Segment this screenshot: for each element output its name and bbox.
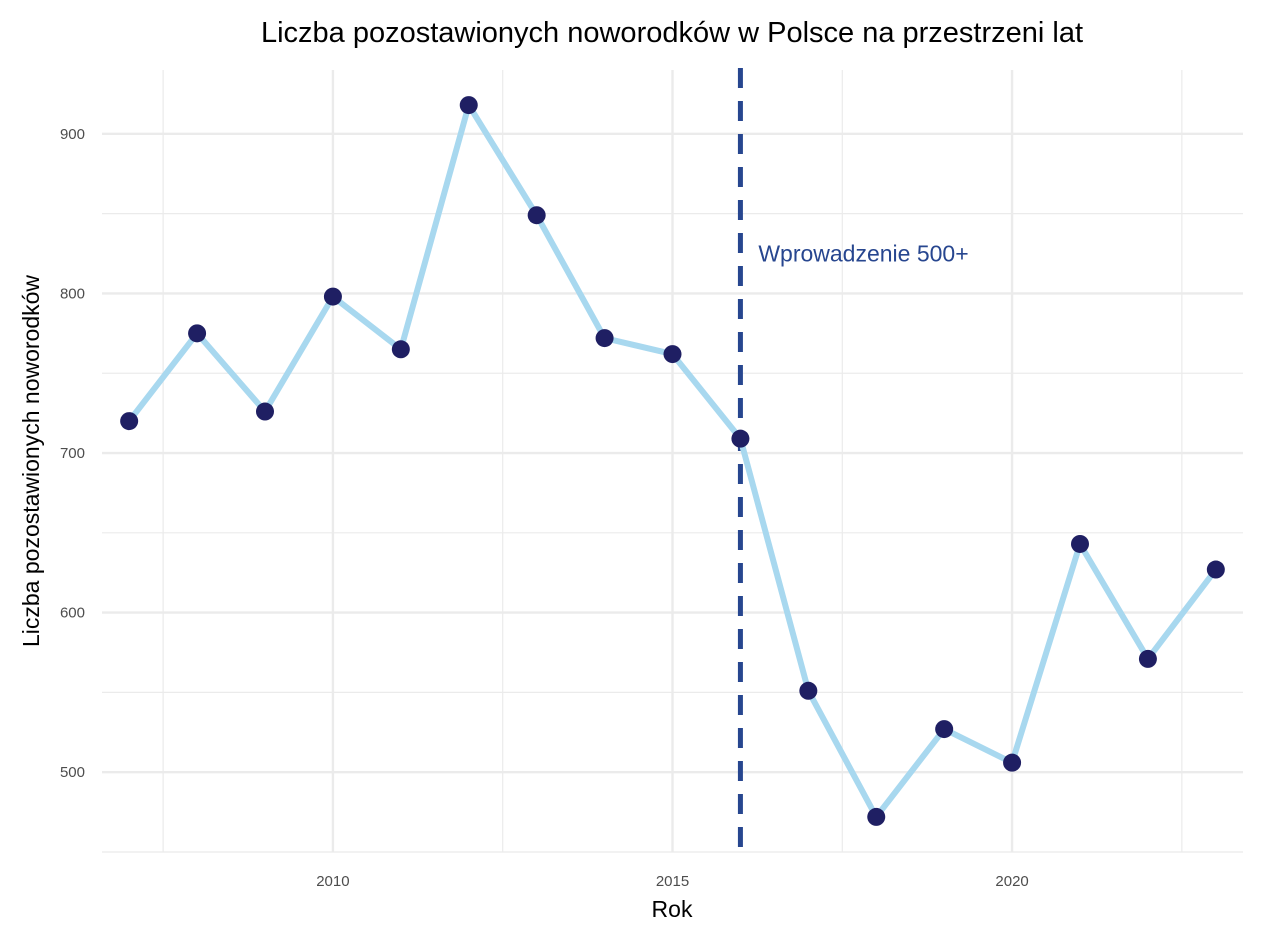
annotations: Wprowadzenie 500+ — [737, 68, 969, 852]
y-axis-title: Liczba pozostawionych noworodków — [18, 275, 44, 647]
x-tick-label: 2015 — [656, 873, 689, 890]
data-point — [799, 681, 818, 700]
data-point — [1071, 534, 1089, 553]
data-point — [323, 287, 342, 306]
data-point — [188, 324, 207, 343]
data-point — [527, 206, 546, 225]
data-point — [595, 329, 614, 348]
y-tick-label: 900 — [60, 126, 85, 143]
data-point — [459, 96, 478, 115]
data-point — [1003, 753, 1022, 772]
x-axis-title: Rok — [652, 896, 693, 922]
data-point — [391, 340, 410, 359]
x-axis-ticks: 2010 2015 2020 — [316, 873, 1029, 890]
data-point — [1206, 560, 1225, 579]
data-point — [1138, 649, 1157, 668]
y-tick-label: 800 — [60, 285, 85, 302]
data-point — [120, 412, 139, 431]
y-tick-label: 500 — [60, 764, 85, 781]
x-tick-label: 2010 — [316, 873, 349, 890]
chart-title: Liczba pozostawionych noworodków w Polsc… — [261, 17, 1083, 49]
data-point — [731, 429, 750, 448]
y-tick-label: 700 — [60, 445, 85, 462]
data-point — [935, 720, 954, 739]
data-point — [256, 402, 274, 421]
y-tick-label: 600 — [60, 605, 85, 622]
y-axis-ticks: 500 600 700 800 900 — [60, 126, 85, 781]
grid — [102, 70, 1243, 853]
x-tick-label: 2020 — [995, 873, 1028, 890]
data-point — [867, 807, 886, 826]
series — [120, 96, 1225, 826]
annotation-label: Wprowadzenie 500+ — [758, 241, 968, 267]
data-point — [663, 345, 682, 364]
